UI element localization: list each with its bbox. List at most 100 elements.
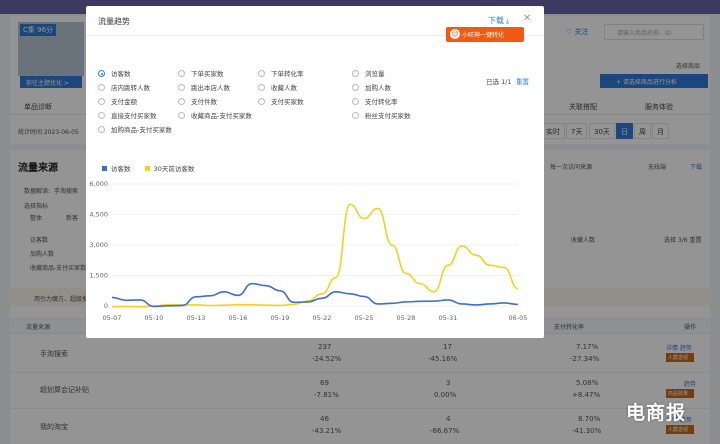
y-tick-label: 3,000 xyxy=(89,241,108,249)
period-month[interactable]: 月 xyxy=(652,123,669,139)
metric-option[interactable]: 下单买家数 xyxy=(178,68,224,78)
metric-option[interactable]: 粉丝支付买家数 xyxy=(352,110,411,120)
compare-label[interactable]: 每一次访问来源 xyxy=(550,164,593,171)
category-label: 选择商品 xyxy=(676,63,701,70)
metric-option[interactable]: 支付金额 xyxy=(98,96,137,106)
download-link-bg[interactable]: 下载 xyxy=(690,164,703,171)
legend-swatch xyxy=(144,166,150,171)
metric-label: 收藏商品-支付买家数 xyxy=(191,112,252,120)
x-tick-label: 05-25 xyxy=(355,314,374,322)
metric-label: 下单转化率 xyxy=(271,70,304,78)
x-tick-label: 05-31 xyxy=(439,314,458,322)
y-tick-label: 1,500 xyxy=(89,272,108,280)
row-v3: 5.08% xyxy=(576,379,599,387)
modal-title: 流量趋势 xyxy=(98,17,130,26)
col-source: 流量来源 xyxy=(26,324,51,331)
legend-item-visitors[interactable]: 访客数 xyxy=(102,163,131,173)
traffic-trend-modal: 流量趋势 下载 ⤓ ✕ ☺ 小旺神一键转化 访客数 下单买家数 下单转化率 浏览量店内跳… xyxy=(86,6,544,338)
series-line-0 xyxy=(111,282,519,308)
metric-label: 下单买家数 xyxy=(191,70,224,78)
watermark-logo: 电商报 xyxy=(626,402,687,424)
radio-icon xyxy=(258,84,265,91)
metric-option[interactable]: 跳出本店人数 xyxy=(178,82,230,92)
radio-icon xyxy=(178,98,185,105)
metric-label: 加购人数 xyxy=(365,84,391,92)
row-detail-link[interactable]: 详情 趋势 xyxy=(666,417,692,424)
download-icon: ⤓ xyxy=(506,17,510,25)
check-fav-pay[interactable]: 收藏商品-支付买家数 xyxy=(30,265,87,272)
metric-option[interactable]: 支付件数 xyxy=(178,96,217,106)
select-count: 选择 3/6 重置 xyxy=(664,237,702,244)
follow-button[interactable]: ♡ 关注 xyxy=(566,28,589,36)
row-v2-change: 0.00% xyxy=(434,391,457,399)
metric-option[interactable]: 直接支付买家数 xyxy=(98,110,157,120)
check-cart[interactable]: 加购人数 xyxy=(30,251,55,258)
legend-item-visitors-30d-ago[interactable]: 30天前访客数 xyxy=(144,163,195,173)
metric-label: 访客数 xyxy=(111,70,131,78)
metric-option[interactable]: 浏览量 xyxy=(352,68,385,78)
score-badge: C集 96分 xyxy=(20,24,57,36)
row-v2: 17 xyxy=(443,343,452,351)
metric-label: 店内跳转人数 xyxy=(111,84,150,92)
check-visitors[interactable]: 访客数 xyxy=(30,237,49,244)
download-button[interactable]: 下载 ⤓ xyxy=(488,15,509,26)
metric-option[interactable]: 加购商品-支付买家数 xyxy=(98,124,172,134)
metric-label: 支付转化率 xyxy=(365,98,398,106)
overall-option[interactable]: 整体 xyxy=(30,215,43,222)
x-tick-label: 05-10 xyxy=(145,314,164,322)
radio-icon xyxy=(98,98,105,105)
close-icon[interactable]: ✕ xyxy=(523,13,532,24)
radio-icon xyxy=(178,112,185,119)
tab-diagnosis[interactable]: 单品诊断 xyxy=(24,103,52,111)
series-line-1 xyxy=(111,203,519,308)
legend-label: 30天前访客数 xyxy=(153,165,195,173)
metric-option[interactable]: 支付转化率 xyxy=(352,96,398,106)
check-fav[interactable]: 收藏人数 xyxy=(571,237,596,244)
period-7d[interactable]: 7天 xyxy=(566,123,588,139)
period-week[interactable]: 周 xyxy=(634,123,651,139)
row-detail-link[interactable]: 详情 趋势 xyxy=(666,345,692,352)
promo-button[interactable]: ☺ 小旺神一键转化 xyxy=(446,27,524,42)
radio-icon xyxy=(352,98,359,105)
row-source: 超划算会记补贴 xyxy=(40,386,89,394)
x-tick-label: 05-28 xyxy=(397,314,416,322)
device-dropdown[interactable]: 无线端 xyxy=(648,164,667,171)
row-trend-link[interactable]: 趋势 xyxy=(684,381,697,388)
row-effect-button[interactable]: 商品效果 xyxy=(666,389,694,398)
y-tick-label: 4,500 xyxy=(89,211,108,219)
trend-chart-svg: 0 1,500 3,000 4,500 6,000 05-07 05-10 05-13 05-1… xyxy=(89,180,527,322)
x-tick-label: 05-16 xyxy=(229,314,248,322)
metric-option[interactable]: 支付买家数 xyxy=(258,96,304,106)
x-tick-label: 05-22 xyxy=(313,314,332,322)
row-v3-change: -27.34% xyxy=(570,355,600,363)
radio-icon xyxy=(352,70,359,77)
trend-chart: 0 1,500 3,000 4,500 6,000 05-07 05-10 05-13 05-1… xyxy=(86,174,544,334)
row-v1-change: -24.52% xyxy=(312,355,342,363)
row-persona-button[interactable]: 人群透视 xyxy=(666,353,694,362)
tab-related[interactable]: 关联搭配 xyxy=(569,103,597,111)
metric-option[interactable]: 下单转化率 xyxy=(258,68,304,78)
row-divider xyxy=(10,408,710,409)
col-conv: 支付转化率 xyxy=(554,324,585,331)
metric-option[interactable]: 加购人数 xyxy=(352,82,391,92)
metric-option[interactable]: 收藏人数 xyxy=(258,82,297,92)
period-day[interactable]: 日 xyxy=(616,123,633,139)
x-tick-label: 05-19 xyxy=(271,314,290,322)
period-30d[interactable]: 30天 xyxy=(589,123,615,139)
add-product-button[interactable]: + 请选择商品进行分析 xyxy=(600,74,708,88)
row-v2-change: -45.16% xyxy=(428,355,458,363)
metric-option[interactable]: 收藏商品-支付买家数 xyxy=(178,110,252,120)
new-customer-option[interactable]: 新客 xyxy=(66,215,79,222)
row-persona-button[interactable]: 人群透视 xyxy=(666,425,694,434)
hint-label: 数据解读：手淘搜索 xyxy=(24,188,79,195)
metric-option[interactable]: 访客数 xyxy=(98,68,131,78)
reset-button[interactable]: 重置 xyxy=(516,78,529,86)
radio-icon xyxy=(258,70,265,77)
y-tick-label: 0 xyxy=(104,302,108,310)
search-input[interactable]: 请输入商品名称、ID xyxy=(604,24,704,40)
row-v2: 3 xyxy=(446,379,451,387)
metric-option[interactable]: 店内跳转人数 xyxy=(98,82,150,92)
metric-label: 粉丝支付买家数 xyxy=(365,112,411,120)
tab-service[interactable]: 服务体验 xyxy=(645,103,673,111)
analyze-button[interactable]: 前往主题优化 > xyxy=(20,76,82,88)
